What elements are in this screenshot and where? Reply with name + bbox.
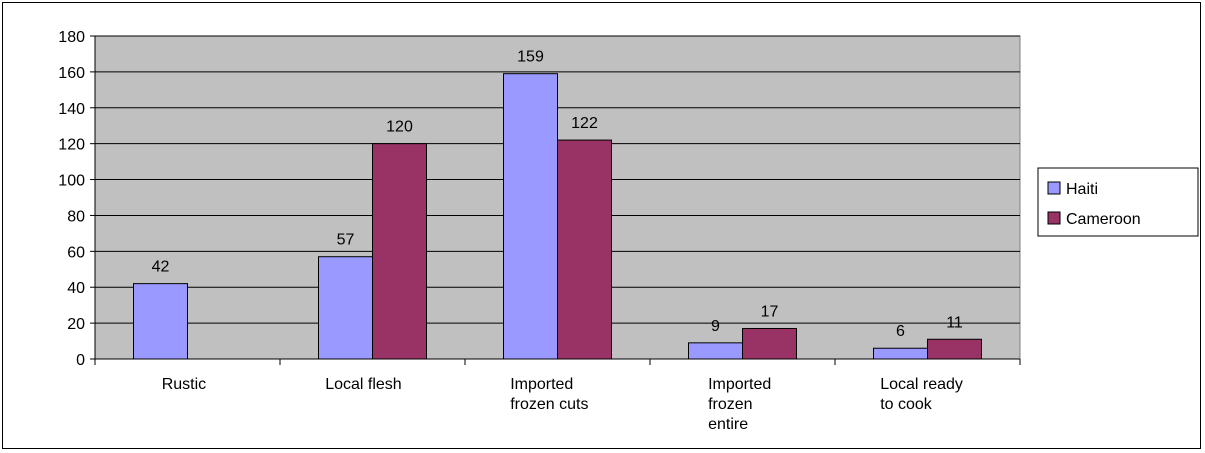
bar-haiti-4 <box>873 347 928 360</box>
legend-swatch-haiti <box>1047 181 1061 195</box>
data-label: 9 <box>711 318 720 335</box>
y-tick-label: 100 <box>58 173 85 190</box>
y-tick-label: 0 <box>76 352 85 369</box>
x-category-label: Local ready to cook <box>880 376 963 413</box>
data-label: 159 <box>517 49 544 66</box>
legend: Haiti Cameroon <box>1037 167 1199 237</box>
bar-cameroon-3 <box>742 327 797 360</box>
x-category-label: Local flesh <box>325 376 402 393</box>
bar-haiti-3 <box>688 342 743 360</box>
bar-haiti-0 <box>133 283 188 360</box>
data-label: 122 <box>571 115 598 132</box>
data-label: 120 <box>386 119 413 136</box>
y-tick-label: 20 <box>67 316 85 333</box>
y-tick-label: 80 <box>67 208 85 225</box>
data-label: 6 <box>896 323 905 340</box>
bars <box>133 73 982 360</box>
data-label: 57 <box>337 232 355 249</box>
data-label: 11 <box>946 314 963 331</box>
data-labels: 42 57 120 159 122 9 17 6 11 <box>152 49 963 341</box>
y-tick-label: 40 <box>67 280 85 297</box>
bar-haiti-2 <box>503 73 558 360</box>
y-tick-label: 160 <box>58 65 85 82</box>
y-tick-label: 60 <box>67 244 85 261</box>
bar-haiti-1 <box>318 256 373 360</box>
legend-label-haiti: Haiti <box>1066 181 1098 198</box>
y-tick-label: 120 <box>58 137 85 154</box>
legend-box <box>1037 167 1199 237</box>
data-label: 42 <box>152 259 170 276</box>
bar-chart: 42 57 120 159 122 9 17 6 11 0 20 40 60 80 100 120 140 16… <box>58 29 1199 433</box>
x-category-label: Imported frozen cuts <box>510 376 588 413</box>
bar-cameroon-2 <box>557 139 612 360</box>
y-tick-label: 140 <box>58 101 85 118</box>
y-tick-label: 180 <box>58 29 85 46</box>
axes: 0 20 40 60 80 100 120 140 160 180 Rustic Local fles… <box>58 29 1021 433</box>
bar-cameroon-4 <box>927 338 982 360</box>
legend-swatch-cameroon <box>1047 211 1061 225</box>
data-label: 17 <box>761 303 779 320</box>
x-category-label: Rustic <box>162 376 206 393</box>
legend-label-cameroon: Cameroon <box>1066 211 1141 228</box>
bar-cameroon-1 <box>372 143 427 360</box>
x-category-label: Imported frozen entire <box>708 376 771 433</box>
